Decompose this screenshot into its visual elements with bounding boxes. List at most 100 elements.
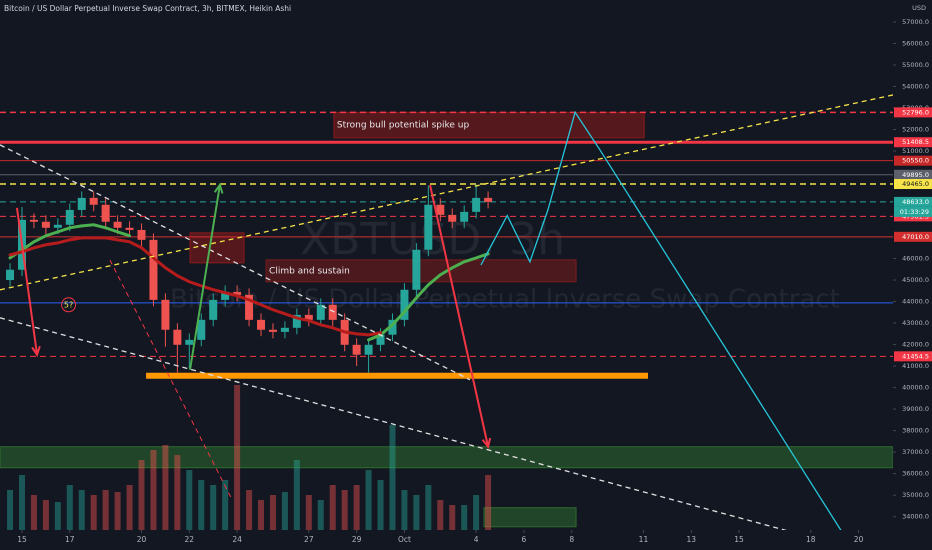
candle-body: [280, 327, 289, 332]
level-label: 51408.5: [902, 138, 929, 146]
candle-body: [316, 304, 325, 320]
volume-bar: [114, 492, 121, 530]
level-label: 41454.5: [902, 352, 929, 360]
volume-bar: [341, 490, 348, 530]
candle-body: [400, 289, 409, 320]
moving-average: [8, 236, 383, 337]
unit-label: USD: [912, 4, 926, 12]
arrow-head: [31, 345, 41, 358]
y-tick-label: 39000.0: [902, 405, 929, 413]
y-tick-label: 52000.0: [902, 125, 929, 133]
volume-bar: [150, 450, 157, 530]
volume-bar: [425, 485, 432, 530]
level-label: 50550.0: [902, 157, 929, 165]
x-tick-label: 15: [734, 535, 744, 544]
candle-body: [448, 214, 457, 222]
level-label: 48633.0: [902, 198, 929, 206]
candle-body: [65, 209, 74, 225]
candle-body: [292, 314, 301, 328]
arrow: [15, 207, 39, 355]
watermark: XBTUSD, 3h: [300, 214, 565, 265]
volume-bar: [389, 425, 396, 530]
y-tick-label: 44000.0: [902, 298, 929, 306]
x-tick-label: 20: [137, 535, 147, 544]
annotation-circle: [61, 297, 77, 313]
x-tick-label: 27: [304, 535, 314, 544]
volume-bar: [305, 495, 312, 530]
candle-body: [161, 299, 170, 330]
x-tick-label: 4: [474, 535, 479, 544]
volume-bar: [90, 495, 97, 530]
axes: 57000.056000.055000.054000.053000.052000…: [17, 18, 932, 544]
volume-bar: [413, 495, 420, 530]
candle-body: [460, 211, 469, 222]
volume-bar: [461, 505, 468, 530]
arrow: [429, 184, 490, 447]
y-tick-label: 40000.0: [902, 384, 929, 392]
level-label-box: [894, 351, 932, 362]
zone-box: [0, 446, 893, 469]
x-tick-label: 18: [806, 535, 816, 544]
volume-bar: [66, 485, 73, 530]
y-tick-label: 36000.0: [902, 470, 929, 478]
level-label-box: [894, 107, 932, 118]
trend-line: [0, 317, 787, 530]
candle-body: [484, 197, 493, 202]
candle-body: [436, 204, 445, 215]
plot-area: XBTUSD, 3h Bitcoin / US Dollar Perpetual …: [0, 94, 893, 530]
level-label-box: [894, 231, 932, 242]
y-tick-label: 37000.0: [902, 448, 929, 456]
trend-line: [0, 144, 471, 381]
level-label: 52796.0: [902, 108, 929, 116]
time-axis: [0, 530, 893, 550]
candle-body: [137, 229, 146, 240]
volume-bar: [234, 385, 241, 530]
volume-bar: [437, 500, 444, 530]
candle-body: [149, 239, 158, 300]
candle-body: [364, 344, 373, 355]
level-label-box: [894, 179, 932, 190]
annotation-text: 5?: [64, 300, 73, 309]
candle-body: [101, 204, 110, 222]
volume-bar: [162, 445, 169, 530]
countdown: 01:33:29: [900, 208, 929, 216]
candle-body: [328, 304, 337, 320]
volume-bar: [485, 475, 492, 530]
candle-body: [388, 319, 397, 335]
volume-bar: [473, 495, 480, 530]
volume-bar: [365, 470, 372, 530]
candle-body: [472, 197, 481, 212]
volume-bar: [174, 455, 181, 530]
y-tick-label: 42000.0: [902, 341, 929, 349]
zone-box: [333, 111, 645, 139]
volume-bar: [353, 485, 360, 530]
volume-bar: [78, 490, 85, 530]
x-tick-label: 20: [854, 535, 864, 544]
level-label: 49465.0: [902, 180, 929, 188]
volume-bar: [102, 490, 109, 530]
candle-body: [53, 224, 62, 228]
candle-body: [424, 204, 433, 250]
candle-body: [29, 219, 38, 222]
y-tick-label: 57000.0: [902, 18, 929, 26]
volume-bar: [401, 490, 408, 530]
x-tick-label: 6: [522, 535, 527, 544]
volume-bar: [246, 490, 253, 530]
zone-box: [189, 232, 245, 264]
level-label: 47010.0: [902, 233, 929, 241]
volume-bar: [377, 480, 384, 530]
volume-bar: [317, 500, 324, 530]
arrow: [189, 184, 221, 370]
x-tick-label: 13: [686, 535, 696, 544]
volume-bar: [186, 470, 193, 530]
x-tick-label: 24: [232, 535, 242, 544]
x-tick-label: 11: [639, 535, 649, 544]
candle-body: [268, 329, 277, 332]
y-tick-label: 51000.0: [902, 147, 929, 155]
volume-bar: [293, 460, 300, 530]
candle-body: [41, 221, 50, 228]
volume-bar: [198, 480, 205, 530]
x-tick-label: 22: [185, 535, 195, 544]
arrow-head: [481, 437, 492, 449]
